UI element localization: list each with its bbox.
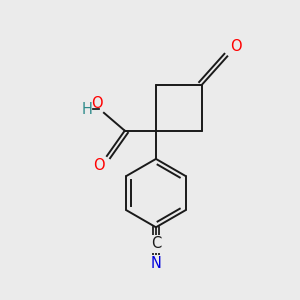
Text: O: O	[230, 39, 241, 54]
Text: O: O	[93, 158, 104, 173]
Text: N: N	[151, 256, 161, 271]
Text: C: C	[151, 236, 161, 251]
Text: O: O	[91, 96, 102, 111]
Text: H: H	[81, 102, 92, 117]
